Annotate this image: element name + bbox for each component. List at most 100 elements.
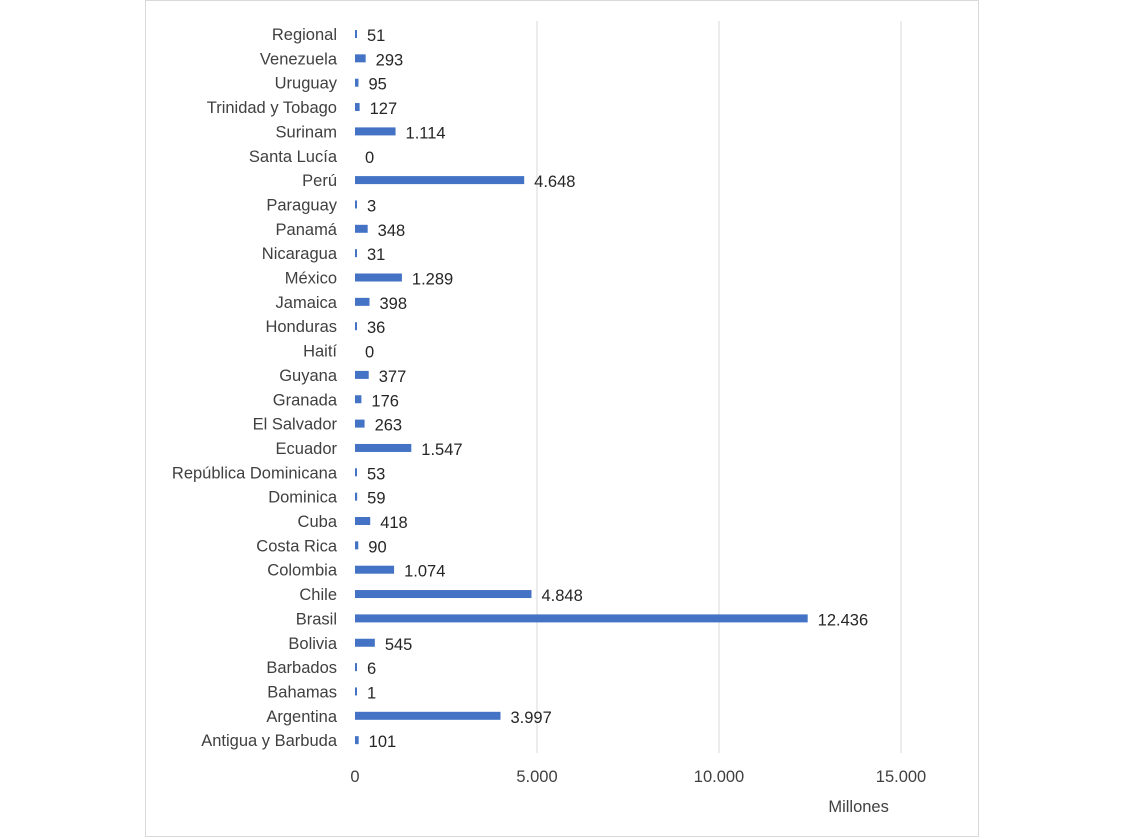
data-label: 1.289 xyxy=(412,271,453,289)
data-label: 1 xyxy=(367,684,376,702)
data-label: 348 xyxy=(378,222,406,240)
bar xyxy=(355,249,357,258)
data-label: 3.997 xyxy=(510,709,551,727)
data-label: 90 xyxy=(368,538,386,556)
data-label: 418 xyxy=(380,514,408,532)
category-label: Dominica xyxy=(268,489,338,507)
bar xyxy=(355,322,357,331)
data-label: 176 xyxy=(371,392,399,410)
category-label: República Dominicana xyxy=(172,464,338,482)
category-label: Argentina xyxy=(266,708,337,726)
bar xyxy=(355,200,357,209)
data-label: 95 xyxy=(368,76,386,94)
category-label: Guyana xyxy=(279,367,338,385)
data-label: 398 xyxy=(379,295,407,313)
bar xyxy=(355,419,365,428)
data-label: 53 xyxy=(367,465,385,483)
category-label: Panamá xyxy=(276,221,338,239)
x-tick-label: 15.000 xyxy=(876,768,926,786)
category-label: Regional xyxy=(272,26,337,44)
category-label: Jamaica xyxy=(276,294,338,312)
bar xyxy=(355,468,357,477)
data-label: 1.114 xyxy=(406,124,446,142)
category-label: Santa Lucía xyxy=(249,148,338,166)
data-label: 127 xyxy=(370,100,398,118)
data-label: 263 xyxy=(375,417,403,435)
category-label: Uruguay xyxy=(275,75,338,93)
category-labels: Regional Venezuela Uruguay Trinidad y Tobag… xyxy=(172,26,338,750)
data-label: 0 xyxy=(365,149,374,167)
category-label: Granada xyxy=(273,391,338,409)
data-label: 12.436 xyxy=(818,611,868,629)
bar xyxy=(355,443,412,452)
bar xyxy=(355,492,358,501)
data-label: 1.074 xyxy=(404,563,445,581)
bar xyxy=(355,395,362,404)
data-label: 4.648 xyxy=(534,173,575,191)
data-label: 377 xyxy=(379,368,407,386)
data-label: 0 xyxy=(365,344,374,362)
bar xyxy=(355,273,402,282)
category-label: Antigua y Barbuda xyxy=(201,732,338,750)
bar-chart: Regional Venezuela Uruguay Trinidad y Tobag… xyxy=(172,21,926,816)
bar xyxy=(355,127,396,136)
x-tick-label: 5.000 xyxy=(516,768,557,786)
gridlines xyxy=(536,21,902,753)
x-axis-title: Millones xyxy=(828,798,889,816)
x-tick-label: 10.000 xyxy=(694,768,744,786)
category-label: El Salvador xyxy=(253,416,338,434)
data-label: 545 xyxy=(385,636,413,654)
bar xyxy=(355,224,368,233)
data-label: 101 xyxy=(369,733,397,751)
data-label: 3 xyxy=(367,197,376,215)
category-label: Bolivia xyxy=(288,635,337,653)
data-label: 51 xyxy=(367,27,385,45)
x-tick-label: 0 xyxy=(350,768,359,786)
category-label: Ecuador xyxy=(276,440,338,458)
x-tick-labels: 0 5.000 10.000 15.000 xyxy=(350,768,926,786)
bar xyxy=(355,30,357,38)
bar xyxy=(355,736,359,745)
chart-area: Regional Venezuela Uruguay Trinidad y Tobag… xyxy=(145,0,979,837)
bar xyxy=(355,590,532,599)
category-label: Trinidad y Tobago xyxy=(207,99,337,117)
bar xyxy=(355,541,359,550)
data-label: 36 xyxy=(367,319,385,337)
bars xyxy=(355,30,808,745)
bar xyxy=(355,176,525,185)
data-label: 6 xyxy=(367,660,376,678)
data-label: 1.547 xyxy=(421,441,462,459)
data-label: 59 xyxy=(367,490,385,508)
category-label: México xyxy=(285,270,337,288)
category-label: Chile xyxy=(299,586,337,604)
data-label: 293 xyxy=(376,51,404,69)
bar xyxy=(355,370,369,379)
category-label: Honduras xyxy=(265,318,337,336)
bar xyxy=(355,614,808,623)
category-label: Nicaragua xyxy=(262,245,338,263)
category-label: Surinam xyxy=(276,123,337,141)
category-label: Bahamas xyxy=(267,683,337,701)
category-label: Costa Rica xyxy=(256,537,338,555)
bar xyxy=(355,78,359,87)
bar xyxy=(355,103,360,112)
bar xyxy=(355,711,501,720)
bar xyxy=(355,565,395,574)
category-label: Cuba xyxy=(298,513,338,531)
bar xyxy=(355,663,357,672)
bar xyxy=(355,54,366,63)
data-label: 4.848 xyxy=(541,587,582,605)
category-label: Barbados xyxy=(266,659,337,677)
category-label: Perú xyxy=(302,172,337,190)
category-label: Venezuela xyxy=(260,50,338,68)
bar xyxy=(355,517,371,525)
data-label: 31 xyxy=(367,246,385,264)
category-label: Colombia xyxy=(267,562,338,580)
bar xyxy=(355,638,375,647)
category-label: Paraguay xyxy=(266,196,337,214)
bar xyxy=(355,687,357,696)
category-label: Haití xyxy=(303,343,337,361)
bar xyxy=(355,297,370,306)
category-label: Brasil xyxy=(296,610,337,628)
